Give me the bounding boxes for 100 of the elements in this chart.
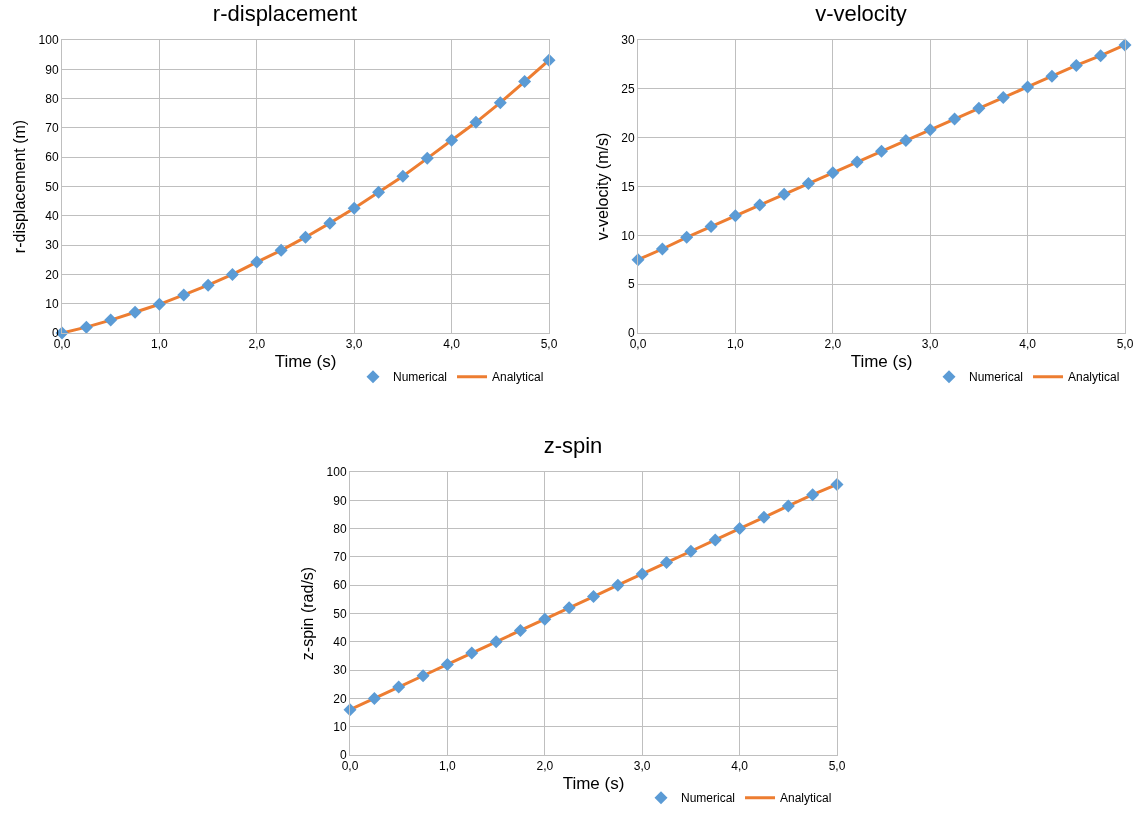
x-tick-label: 1,0 xyxy=(727,337,745,352)
point xyxy=(396,169,410,183)
point xyxy=(1021,80,1035,94)
point xyxy=(469,115,483,129)
y-tick-label: 5 xyxy=(627,277,635,292)
point xyxy=(493,96,507,110)
point xyxy=(708,533,722,547)
point xyxy=(660,556,674,570)
y-tick-label: 70 xyxy=(45,121,59,136)
point xyxy=(489,635,503,649)
point xyxy=(728,209,742,223)
y-tick-label: 40 xyxy=(333,635,347,649)
point xyxy=(996,91,1010,105)
y-tick-label: 60 xyxy=(333,578,347,593)
point xyxy=(684,544,698,558)
y-axis-title: r-displacement (m) xyxy=(11,119,29,254)
point xyxy=(850,155,864,169)
y-tick-label: 20 xyxy=(621,130,635,145)
y-tick-label: 100 xyxy=(38,33,59,48)
legend-label: Numerical xyxy=(393,370,448,385)
point xyxy=(445,133,459,147)
legend-label: Analytical xyxy=(492,370,544,385)
y-tick-label: 10 xyxy=(333,719,347,734)
y-tick-label: 25 xyxy=(621,82,635,97)
x-tick-label: 5,0 xyxy=(1116,337,1134,352)
x-tick-label: 0,0 xyxy=(629,337,647,352)
point xyxy=(923,123,937,137)
point xyxy=(704,220,718,234)
point xyxy=(465,646,479,660)
point xyxy=(635,567,649,581)
point xyxy=(79,320,93,334)
point xyxy=(753,198,767,212)
legend-label: Analytical xyxy=(780,791,832,806)
y-tick-label: 50 xyxy=(45,179,59,194)
legend-label: Numerical xyxy=(969,370,1024,385)
point xyxy=(781,499,795,513)
y-tick-label: 80 xyxy=(45,91,59,106)
point xyxy=(513,623,527,637)
y-tick-label: 90 xyxy=(45,62,59,77)
point xyxy=(777,187,791,201)
point xyxy=(177,288,191,302)
point xyxy=(299,230,312,244)
point xyxy=(392,680,406,694)
point xyxy=(562,601,576,615)
y-tick-label: 20 xyxy=(333,691,347,706)
y-tick-label: 50 xyxy=(333,606,347,621)
x-axis-title: Time (s) xyxy=(274,351,337,371)
point xyxy=(655,242,669,256)
y-axis-title: v-velocity (m/s) xyxy=(594,132,612,241)
y-axis-title: z-spin (rad/s) xyxy=(299,566,317,661)
x-tick-label: 4,0 xyxy=(1019,337,1037,352)
y-tick-label: 100 xyxy=(326,465,347,480)
x-tick-label: 5,0 xyxy=(540,337,558,352)
point xyxy=(587,590,600,604)
y-tick-label: 80 xyxy=(333,521,347,536)
point xyxy=(757,510,771,524)
x-tick-label: 3,0 xyxy=(633,759,651,774)
y-tick-label: 30 xyxy=(621,33,635,48)
legend-label: Numerical xyxy=(681,791,736,806)
point xyxy=(128,305,142,319)
x-tick-label: 2,0 xyxy=(248,337,266,352)
x-axis-title: Time (s) xyxy=(850,351,913,371)
point xyxy=(201,278,215,292)
point xyxy=(518,75,532,89)
point xyxy=(972,101,986,115)
point xyxy=(1069,58,1083,72)
y-tick-label: 30 xyxy=(333,663,347,678)
x-axis-title: Time (s) xyxy=(562,773,625,793)
y-tick-label: 40 xyxy=(45,209,59,223)
y-tick-label: 20 xyxy=(45,267,59,282)
point xyxy=(225,267,239,281)
x-tick-label: 0,0 xyxy=(341,759,359,774)
x-tick-label: 4,0 xyxy=(731,759,749,774)
y-tick-label: 30 xyxy=(45,238,59,253)
x-tick-label: 3,0 xyxy=(345,337,363,352)
y-tick-label: 10 xyxy=(621,228,635,243)
x-tick-label: 5,0 xyxy=(828,759,846,774)
x-tick-label: 2,0 xyxy=(824,337,842,352)
point xyxy=(1094,49,1108,63)
x-tick-label: 4,0 xyxy=(443,337,461,352)
y-tick-label: 10 xyxy=(45,296,59,311)
point xyxy=(416,669,430,683)
point xyxy=(323,216,337,230)
point xyxy=(104,313,118,327)
x-tick-label: 0,0 xyxy=(53,337,71,352)
point xyxy=(367,691,381,705)
point xyxy=(948,112,962,126)
point xyxy=(420,151,434,165)
legend-label: Analytical xyxy=(1068,370,1120,385)
point xyxy=(611,578,625,592)
point xyxy=(680,230,694,244)
point xyxy=(899,134,913,148)
point xyxy=(1045,69,1059,83)
point xyxy=(347,201,361,215)
y-tick-label: 15 xyxy=(621,179,635,194)
point xyxy=(440,657,454,671)
point xyxy=(250,255,264,269)
y-tick-label: 60 xyxy=(45,150,59,165)
point xyxy=(538,612,552,626)
y-tick-label: 90 xyxy=(333,493,347,508)
